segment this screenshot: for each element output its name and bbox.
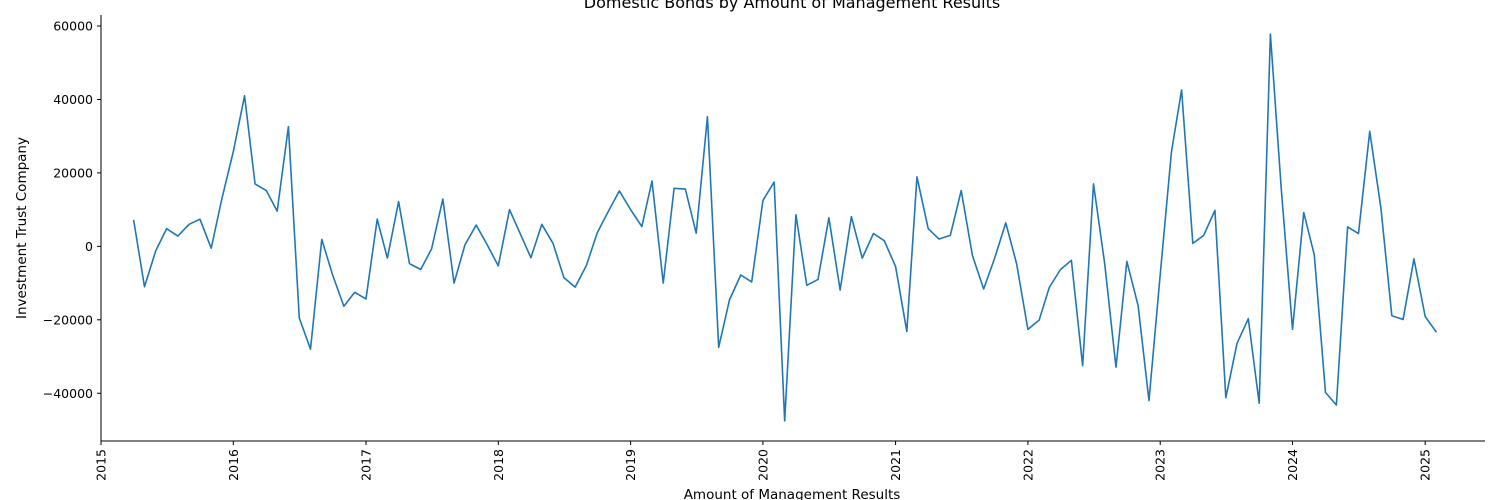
x-tick-label: 2015 [94,449,109,481]
axes-layer [100,15,1485,442]
y-axis-ticks: −40000 −20000 0 20000 40000 60000 [43,19,101,401]
x-tick-label: 2024 [1285,449,1300,481]
chart-title: Domestic Bonds by Amount of Management R… [584,0,1000,12]
y-axis-title: Investment Trust Company [14,137,30,319]
y-tick-label: 40000 [53,92,93,107]
x-tick-label: 2017 [358,449,373,481]
x-tick-label: 2016 [226,449,241,481]
y-tick-label: 60000 [53,19,93,34]
y-tick-label: 0 [85,239,93,254]
x-tick-label: 2020 [755,449,770,481]
x-tick-label: 2021 [888,449,903,481]
x-axis-title: Amount of Management Results [684,487,901,500]
series-layer [132,33,1438,422]
y-tick-label: −20000 [43,312,93,327]
y-tick-label: 20000 [53,165,93,180]
y-tick-label: −40000 [43,386,93,401]
x-tick-label: 2025 [1418,449,1433,481]
x-tick-label: 2022 [1020,449,1035,481]
x-axis-ticks: 2015 2016 2017 2018 2019 2020 2021 2022 2023 2024… [94,441,1433,481]
x-tick-label: 2019 [623,449,638,481]
x-tick-label: 2023 [1153,449,1168,481]
series-line [132,33,1438,422]
x-tick-label: 2018 [491,449,506,481]
